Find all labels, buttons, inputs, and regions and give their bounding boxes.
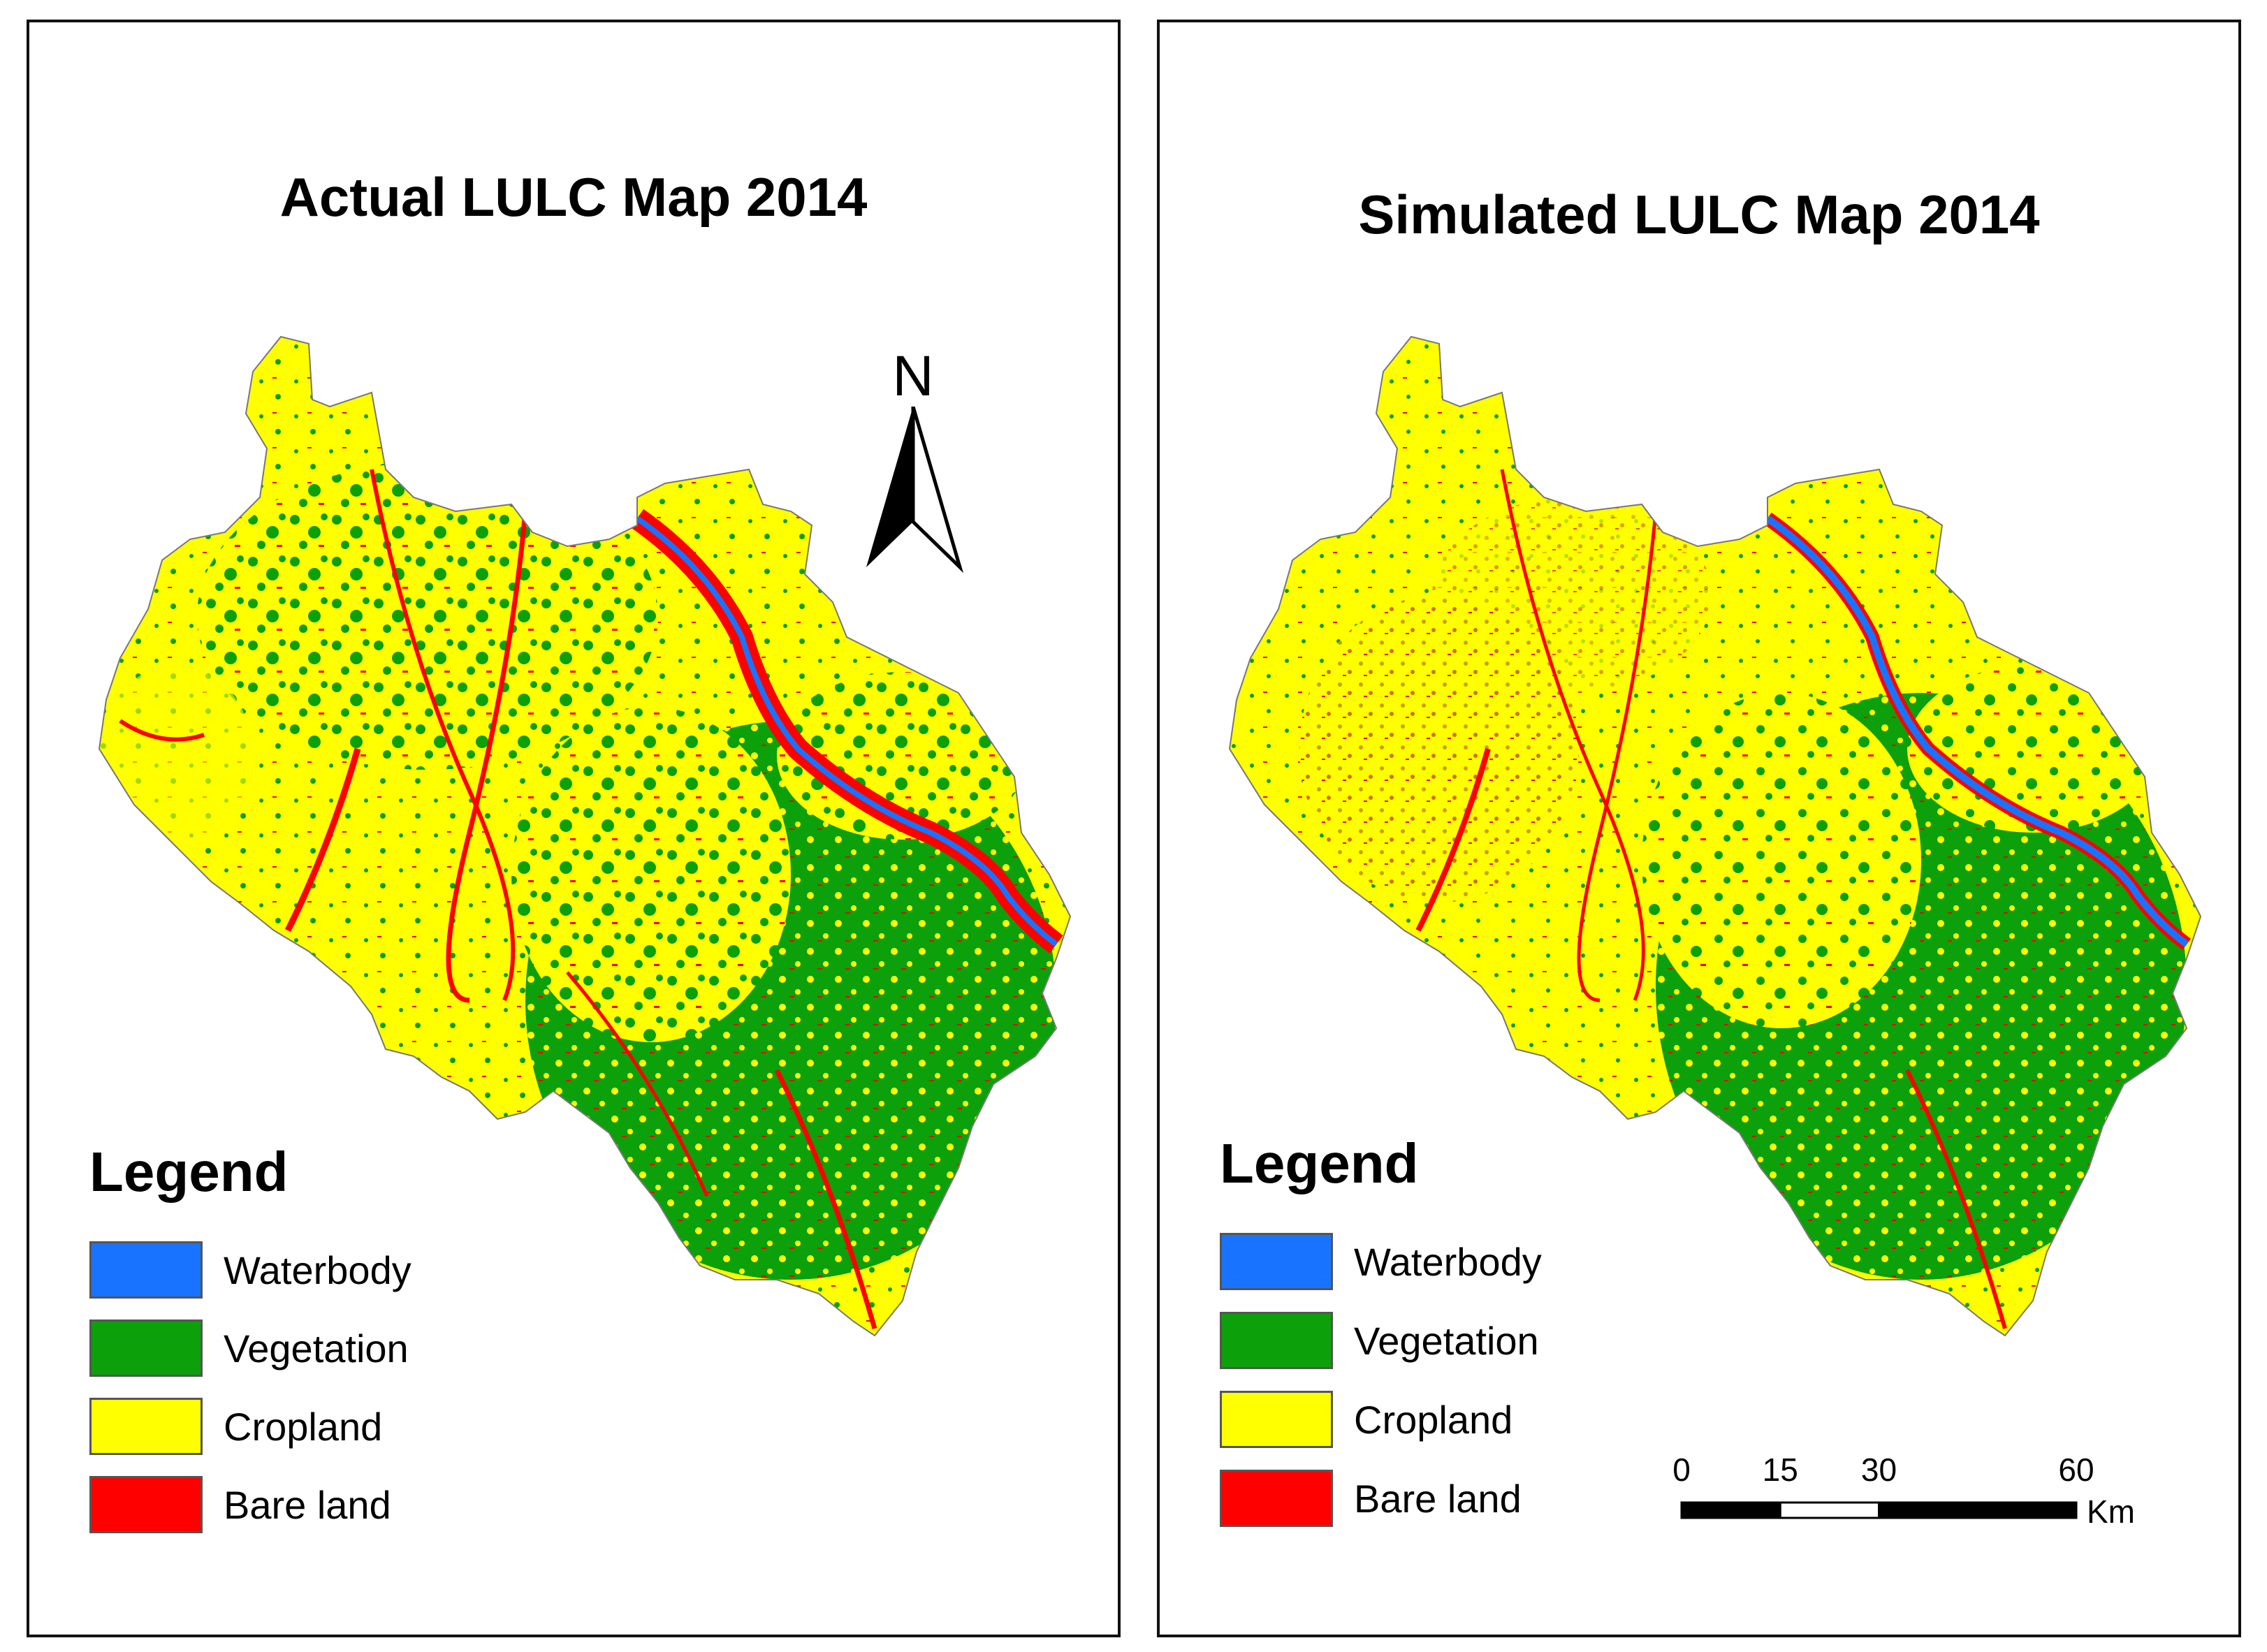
vegetation-swatch <box>89 1320 203 1377</box>
legend-item-vegetation: Vegetation <box>1220 1312 1539 1369</box>
bare-land-swatch <box>89 1476 203 1533</box>
scale-bar-graphic <box>1680 1501 2078 1519</box>
legend-title: Legend <box>89 1141 289 1203</box>
legend-title: Legend <box>1220 1132 1419 1194</box>
legend-item-bare-land: Bare land <box>1220 1470 1522 1527</box>
legend-item-waterbody: Waterbody <box>1220 1233 1542 1290</box>
north-letter: N <box>892 344 934 408</box>
legend-label: Cropland <box>224 1404 383 1449</box>
simulated-map-panel: Simulated LULC Map 2014 <box>1157 20 2241 1637</box>
scale-segment <box>1779 1501 1880 1519</box>
legend-item-waterbody: Waterbody <box>89 1241 411 1299</box>
scale-tick-label: 60 <box>2058 1452 2094 1488</box>
simulated-lulc-map <box>1229 336 2201 1336</box>
scale-tick-label: 15 <box>1762 1452 1798 1488</box>
legend-label: Vegetation <box>1354 1318 1539 1363</box>
simulated-map-title: Simulated LULC Map 2014 <box>1358 184 2040 245</box>
bare-land-swatch <box>1220 1470 1333 1527</box>
scale-segment <box>1878 1501 2078 1519</box>
legend-label: Bare land <box>224 1482 391 1527</box>
legend-label: Cropland <box>1354 1397 1513 1442</box>
legend-item-bare-land: Bare land <box>89 1476 391 1533</box>
legend-item-cropland: Cropland <box>1220 1391 1512 1448</box>
legend-label: Bare land <box>1354 1476 1522 1521</box>
cropland-swatch <box>1220 1391 1333 1448</box>
waterbody-swatch <box>89 1241 203 1299</box>
legend-item-vegetation: Vegetation <box>89 1320 409 1377</box>
legend-item-cropland: Cropland <box>89 1398 382 1455</box>
scale-bar: 0 15 30 60 Km <box>1672 1451 2155 1535</box>
cropland-swatch <box>89 1398 203 1455</box>
scale-unit-label: Km <box>2087 1493 2135 1530</box>
waterbody-swatch <box>1220 1233 1333 1290</box>
legend-label: Waterbody <box>224 1248 411 1292</box>
north-arrow-icon <box>866 407 964 573</box>
legend-label: Vegetation <box>224 1326 409 1370</box>
actual-map-title: Actual LULC Map 2014 <box>279 166 868 228</box>
legend-label: Waterbody <box>1354 1239 1542 1284</box>
vegetation-swatch <box>1220 1312 1333 1369</box>
scale-tick-label: 30 <box>1860 1452 1897 1488</box>
north-arrow: N <box>861 344 965 595</box>
actual-map-panel: Actual LULC Map 2014 <box>27 20 1121 1637</box>
scale-tick-label: 0 <box>1672 1452 1691 1488</box>
scale-segment <box>1680 1501 1781 1519</box>
